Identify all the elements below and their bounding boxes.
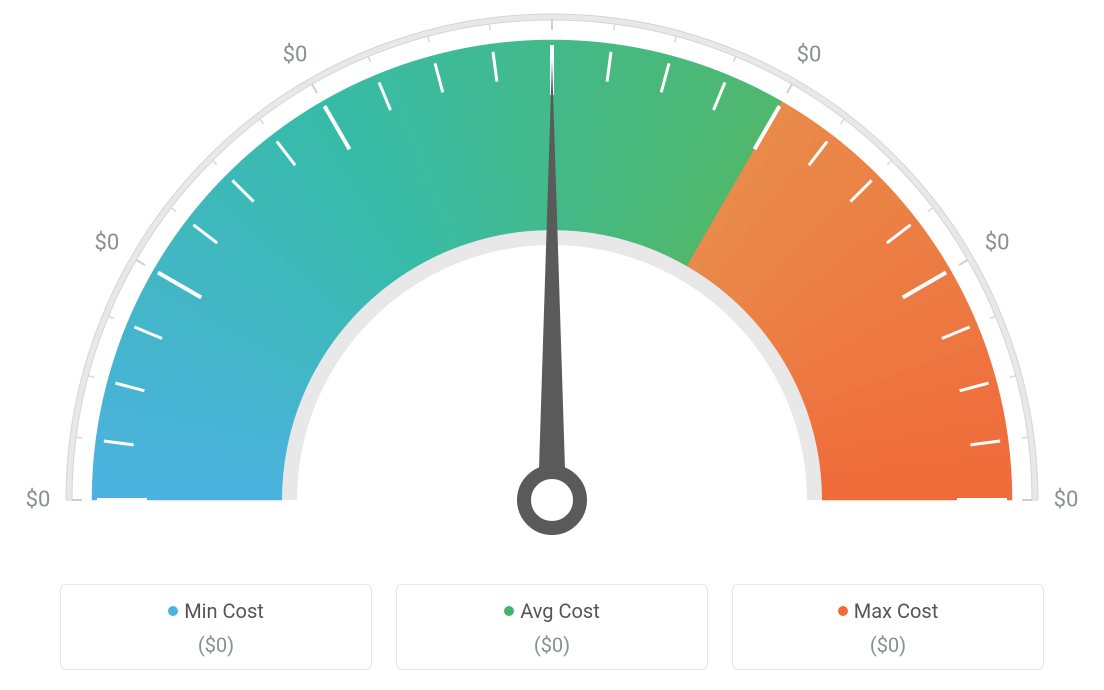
gauge-minor-tick-ring: [109, 316, 115, 318]
gauge-area: $0$0$0$0$0$0$0: [0, 0, 1104, 560]
dot-icon-min: [168, 606, 178, 616]
gauge-minor-tick-ring: [990, 316, 996, 318]
legend-card-avg: Avg Cost ($0): [396, 584, 708, 670]
gauge-minor-tick-ring: [841, 119, 845, 124]
gauge-minor-tick-ring: [428, 36, 430, 42]
gauge-svg: [0, 0, 1104, 560]
gauge-minor-tick-ring: [733, 57, 735, 63]
dot-icon-max: [838, 606, 848, 616]
legend-title-min: Min Cost: [168, 599, 264, 623]
gauge-tick-label: $0: [1054, 488, 1079, 513]
legend-value-max: ($0): [743, 633, 1033, 657]
gauge-minor-tick-ring: [368, 57, 370, 63]
gauge-major-tick-ring: [136, 260, 145, 265]
gauge-major-tick-ring: [312, 84, 317, 93]
legend-label-max: Max Cost: [854, 599, 939, 623]
gauge-tick-label: $0: [283, 42, 308, 67]
gauge-minor-tick-ring: [928, 208, 933, 212]
gauge-minor-tick-ring: [260, 119, 264, 124]
gauge-minor-tick-ring: [213, 161, 217, 165]
legend-title-avg: Avg Cost: [504, 599, 600, 623]
gauge-tick-label: $0: [26, 488, 51, 513]
gauge-minor-tick-ring: [88, 376, 94, 378]
legend-title-max: Max Cost: [838, 599, 939, 623]
gauge-minor-tick-ring: [887, 161, 891, 165]
gauge-minor-tick-ring: [76, 437, 82, 438]
legend-label-avg: Avg Cost: [520, 599, 600, 623]
legend-card-max: Max Cost ($0): [732, 584, 1044, 670]
gauge-tick-label: $0: [94, 231, 119, 256]
dot-icon-avg: [504, 606, 514, 616]
gauge-chart-card: $0$0$0$0$0$0$0 Min Cost ($0) Avg Cost ($…: [0, 0, 1104, 690]
legend-label-min: Min Cost: [184, 599, 264, 623]
gauge-major-tick-ring: [959, 260, 968, 265]
gauge-major-tick-ring: [787, 84, 792, 93]
gauge-minor-tick-ring: [171, 208, 176, 212]
gauge-tick-label: $0: [985, 231, 1010, 256]
gauge-minor-tick-ring: [614, 24, 615, 30]
gauge-minor-tick-ring: [489, 24, 490, 30]
gauge-tick-label: $0: [797, 42, 822, 67]
gauge-minor-tick-ring: [1010, 376, 1016, 378]
gauge-minor-tick-ring: [675, 36, 677, 42]
legend-value-avg: ($0): [407, 633, 697, 657]
legend-row: Min Cost ($0) Avg Cost ($0) Max Cost ($0…: [0, 584, 1104, 690]
legend-value-min: ($0): [71, 633, 361, 657]
gauge-minor-tick-ring: [1022, 437, 1028, 438]
gauge-needle-hub: [524, 472, 580, 528]
legend-card-min: Min Cost ($0): [60, 584, 372, 670]
